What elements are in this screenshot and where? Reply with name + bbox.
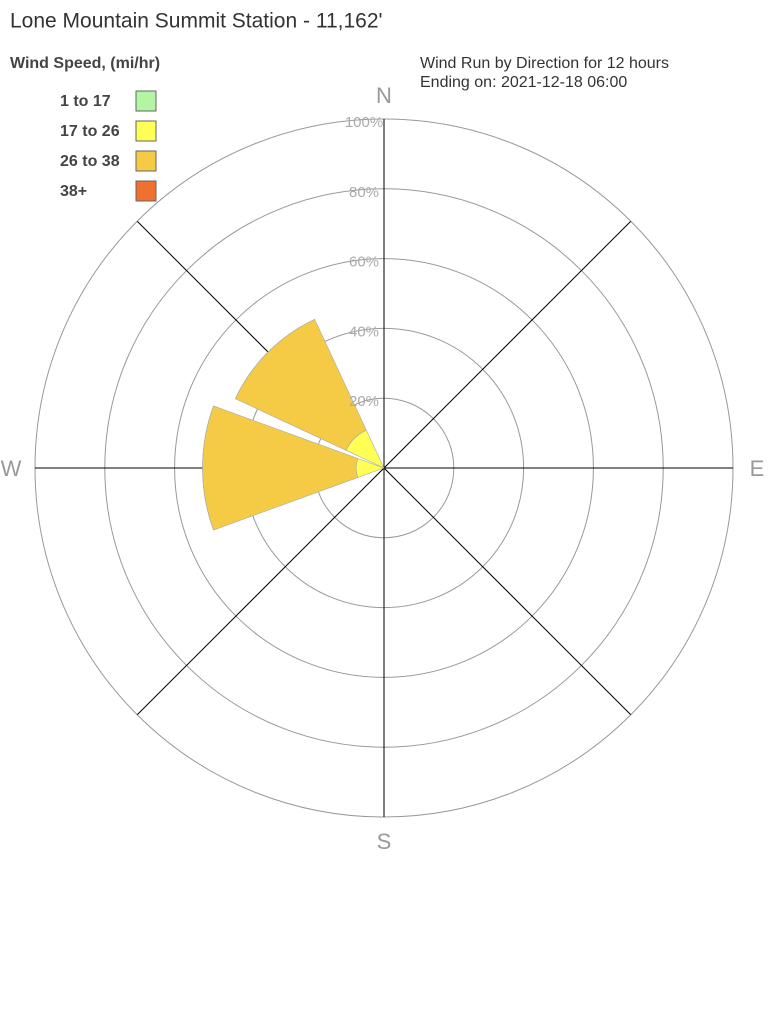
direction-label: E xyxy=(750,456,765,481)
r-tick-label: 80% xyxy=(349,184,379,201)
legend-label: 17 to 26 xyxy=(60,123,120,140)
legend-swatch xyxy=(135,180,157,202)
direction-label: W xyxy=(1,456,22,481)
legend-swatch xyxy=(135,150,157,172)
chart-title: Lone Mountain Summit Station - 11,162' xyxy=(10,10,383,33)
legend-label: 26 to 38 xyxy=(60,153,120,170)
legend-label: 38+ xyxy=(60,183,87,200)
r-tick-label: 40% xyxy=(349,323,379,340)
r-tick-label: 20% xyxy=(349,393,379,410)
direction-label: N xyxy=(376,83,392,108)
r-tick-label: 100% xyxy=(345,114,383,131)
legend-title: Wind Speed, (mi/hr) xyxy=(10,55,160,72)
r-tick-label: 60% xyxy=(349,254,379,271)
direction-label: S xyxy=(377,829,392,854)
subtitle: Ending on: 2021-12-18 06:00 xyxy=(420,74,627,91)
legend-label: 1 to 17 xyxy=(60,93,111,110)
subtitle: Wind Run by Direction for 12 hours xyxy=(420,55,669,72)
legend-swatch xyxy=(135,90,157,112)
legend-swatch xyxy=(135,120,157,142)
